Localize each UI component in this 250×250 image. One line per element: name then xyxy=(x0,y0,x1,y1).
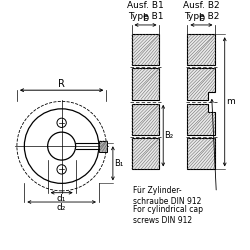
Bar xyxy=(132,138,160,170)
Text: m: m xyxy=(226,97,235,106)
Text: Für Zylinder-
schraube DIN 912: Für Zylinder- schraube DIN 912 xyxy=(134,186,202,206)
Text: b: b xyxy=(198,13,204,23)
Bar xyxy=(132,68,160,100)
Bar xyxy=(132,34,160,66)
Bar xyxy=(188,138,216,170)
Text: For cylindrical cap
screws DIN 912: For cylindrical cap screws DIN 912 xyxy=(134,205,204,225)
Bar xyxy=(99,140,107,152)
Text: B₂: B₂ xyxy=(164,131,173,140)
Text: B₁: B₁ xyxy=(114,159,124,168)
Text: b: b xyxy=(142,13,149,23)
Bar xyxy=(132,104,160,136)
Text: R: R xyxy=(58,79,65,89)
Bar xyxy=(188,34,216,66)
Polygon shape xyxy=(188,104,216,136)
Text: Ausf. B1
Type B1: Ausf. B1 Type B1 xyxy=(127,0,164,21)
Polygon shape xyxy=(188,68,216,100)
Text: d₂: d₂ xyxy=(57,203,66,212)
Text: Ausf. B2
Type B2: Ausf. B2 Type B2 xyxy=(183,0,220,21)
Text: d₁: d₁ xyxy=(57,194,66,203)
